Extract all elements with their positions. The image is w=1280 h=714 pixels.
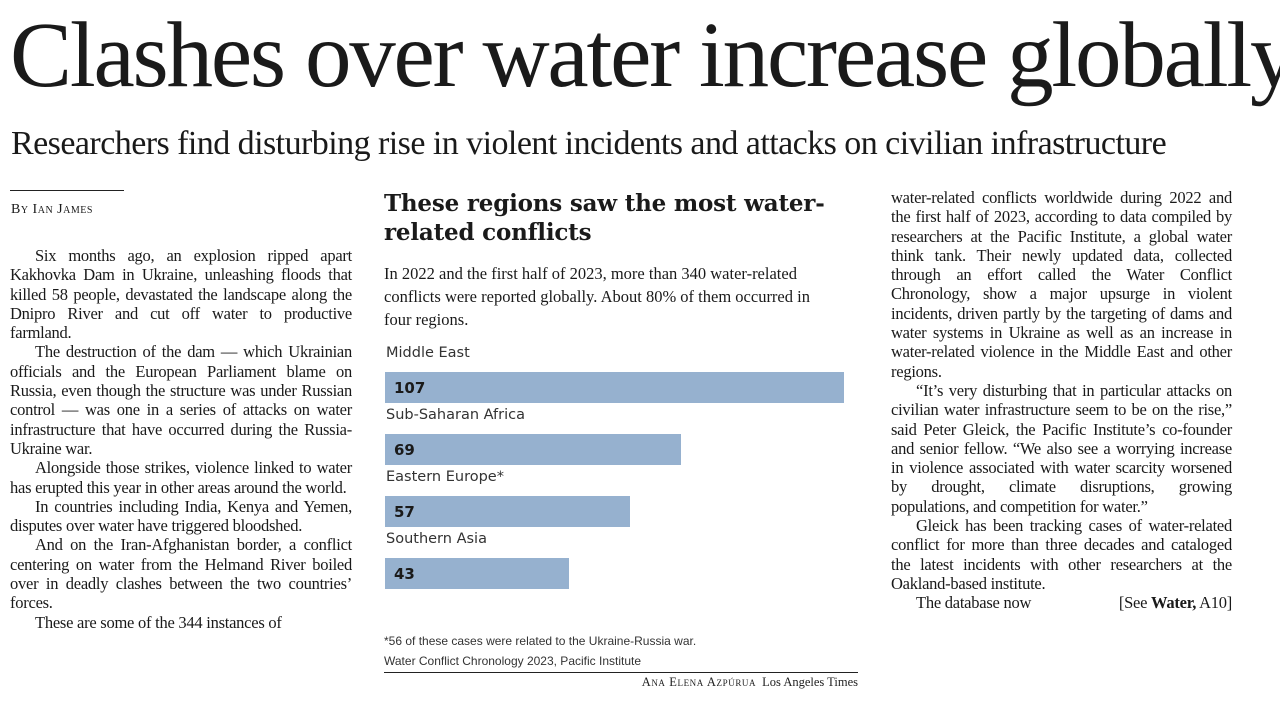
credit-org: Los Angeles Times	[762, 675, 858, 689]
jump-section: Water,	[1151, 593, 1197, 613]
article-column-right: water-related conflicts worldwide during…	[891, 188, 1232, 613]
paragraph: “It’s very disturbing that in particular…	[891, 380, 1232, 516]
bar: 69	[385, 434, 681, 465]
last-line-text: The database now	[916, 593, 1032, 613]
bar: 43	[385, 558, 569, 589]
paragraph: Six months ago, an explosion ripped apar…	[10, 246, 352, 343]
chart-credit: Ana Elena Azpúrua Los Angeles Times	[642, 675, 858, 690]
byline: By Ian James	[11, 202, 93, 217]
headline: Clashes over water increase globally	[10, 4, 1280, 107]
category-label: Middle East	[386, 345, 470, 361]
chart: These regions saw the most water-related…	[384, 188, 859, 698]
jump-prefix: [See	[1118, 593, 1152, 613]
paragraph: Gleick has been tracking cases of water-…	[891, 516, 1232, 593]
jump-page: A10]	[1196, 593, 1232, 613]
paragraph: water-related conflicts worldwide during…	[891, 188, 1232, 381]
bar: 57	[385, 496, 630, 527]
paragraph: Alongside those strikes, violence linked…	[10, 458, 352, 497]
bar-value-label: 57	[394, 503, 415, 521]
article-column-left: Six months ago, an explosion ripped apar…	[10, 246, 352, 632]
bar-value-label: 69	[394, 441, 415, 459]
category-label: Eastern Europe*	[386, 469, 504, 485]
credit-name: Ana Elena Azpúrua	[641, 675, 757, 689]
subheadline: Researchers find disturbing rise in viol…	[11, 125, 1167, 162]
chart-footnote: *56 of these cases were related to the U…	[384, 634, 697, 648]
paragraph: These are some of the 344 instances of	[35, 612, 282, 632]
bar-chart-area: Middle East 107 Sub-Saharan Africa 69 Easter…	[384, 338, 859, 598]
paragraph-last: The database now [See Water, A10]	[891, 593, 1232, 612]
bar-value-label: 43	[394, 565, 415, 583]
paragraph: In countries including India, Kenya and …	[10, 496, 352, 536]
chart-source: Water Conflict Chronology 2023, Pacific …	[384, 654, 642, 668]
chart-notes: *56 of these cases were related to the U…	[384, 631, 696, 671]
bar: 107	[385, 372, 844, 403]
category-label: Southern Asia	[386, 531, 487, 547]
chart-rule	[384, 672, 858, 673]
bar-value-label: 107	[394, 379, 426, 397]
chart-description: In 2022 and the first half of 2023, more…	[384, 264, 810, 329]
paragraph: The destruction of the dam — which Ukrai…	[10, 342, 352, 458]
byline-rule	[10, 190, 124, 191]
chart-title: These regions saw the most water-related…	[384, 190, 825, 246]
paragraph: And on the Iran-Afghanistan border, a co…	[10, 535, 352, 613]
jump-reference[interactable]: [See Water, A10]	[1094, 593, 1232, 612]
category-label: Sub-Saharan Africa	[386, 407, 525, 423]
